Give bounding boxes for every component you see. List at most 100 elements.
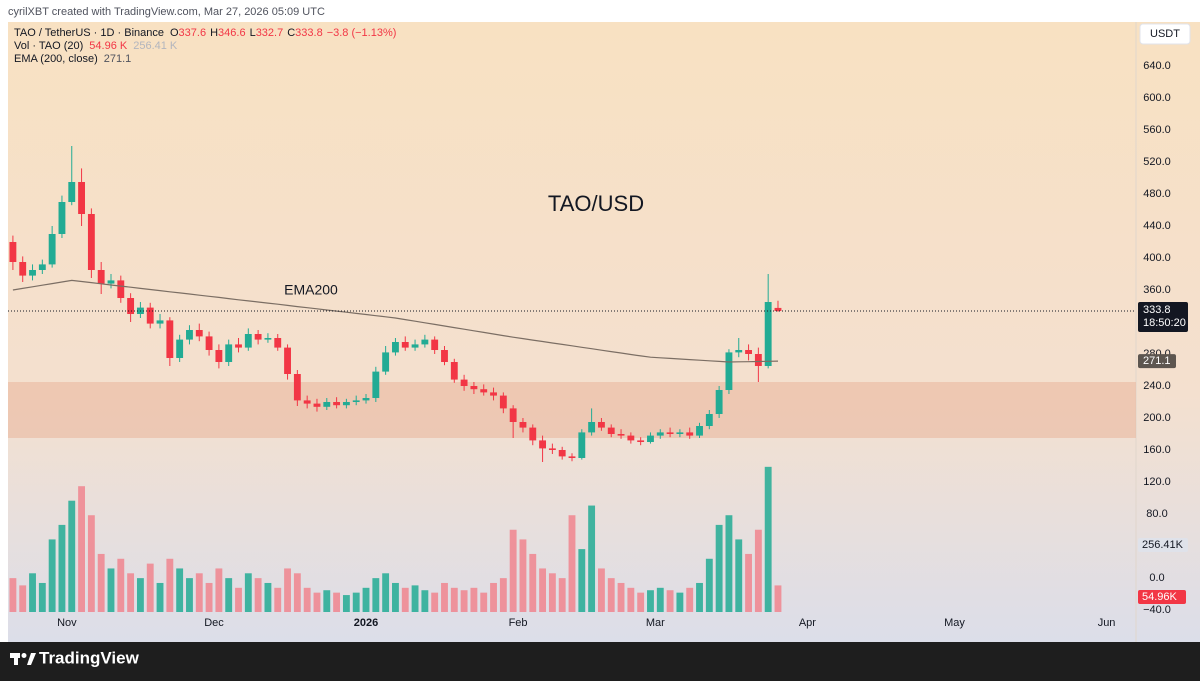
logo-slash xyxy=(27,653,36,665)
currency-button[interactable] xyxy=(1139,23,1191,45)
footer-logo xyxy=(10,653,36,665)
candle-body xyxy=(401,342,409,348)
volume-bar xyxy=(529,553,537,612)
volume-bar xyxy=(558,578,566,612)
candle-body xyxy=(176,339,184,358)
x-tick-label: 2026 xyxy=(354,617,378,629)
candle-body xyxy=(38,264,46,270)
x-tick-label: Apr xyxy=(799,617,816,629)
ema-line xyxy=(12,279,779,363)
volume-bar xyxy=(186,578,193,612)
volume-bar xyxy=(725,515,733,612)
candle-body xyxy=(539,440,547,449)
volume-bar xyxy=(284,568,291,612)
legend-h: H xyxy=(210,27,218,39)
volume-bar xyxy=(274,587,282,612)
candle-body xyxy=(19,262,27,276)
volume-bar xyxy=(313,592,321,612)
volume-bar xyxy=(411,585,419,612)
candle-body xyxy=(676,432,684,434)
volume-bar xyxy=(686,587,694,612)
candle-body xyxy=(284,347,291,374)
candle-body xyxy=(764,302,772,366)
candle-body xyxy=(244,334,252,348)
candle-body xyxy=(48,234,56,265)
x-tick-label: Jun xyxy=(1098,617,1116,629)
volume-bar xyxy=(342,595,350,612)
legend-h-value: 346.6 xyxy=(218,27,246,39)
volume-ma-badge-label: 256.41K xyxy=(1142,539,1184,551)
volume-bar xyxy=(666,590,674,612)
volume-bar xyxy=(146,563,154,612)
candle-body xyxy=(333,402,341,406)
volume-bar xyxy=(127,573,135,612)
currency-label[interactable]: USDT xyxy=(1150,28,1180,40)
volume-bar xyxy=(215,568,223,612)
volume-bar xyxy=(656,587,664,612)
volume-bar xyxy=(205,582,213,612)
volume-bar xyxy=(568,515,576,612)
candle-body xyxy=(274,338,282,348)
volume-bar xyxy=(676,592,684,612)
candle-body xyxy=(627,435,635,441)
candle-body xyxy=(686,432,694,436)
volume-bar xyxy=(715,524,723,612)
candle-body xyxy=(715,390,723,414)
candle-body xyxy=(490,392,497,396)
candle-body xyxy=(431,339,439,350)
volume-bar xyxy=(490,582,497,612)
candle-body xyxy=(127,298,135,314)
volume-bar xyxy=(460,590,468,612)
y-tick-label: 200.0 xyxy=(1143,412,1171,424)
legend-ema-row: EMA (200, close) 271.1 xyxy=(14,53,131,65)
volume-bar xyxy=(176,568,184,612)
candle-body xyxy=(9,242,17,262)
last-price-label: 333.8 xyxy=(1143,304,1171,316)
volume-last-badge-label: 54.96K xyxy=(1142,591,1178,603)
top-bar xyxy=(0,0,1200,22)
candle-body xyxy=(362,398,370,401)
candle-body xyxy=(754,354,762,366)
volume-bar xyxy=(480,592,488,612)
candle-body xyxy=(146,307,154,324)
candle-body xyxy=(705,414,713,426)
candle-body xyxy=(725,352,733,390)
volume-bar xyxy=(774,585,782,612)
candle-body xyxy=(529,427,537,441)
legend-c-value: 333.8 xyxy=(295,27,323,39)
volume-bar xyxy=(166,558,174,612)
candle-body xyxy=(107,280,115,284)
volume-bar xyxy=(617,582,625,612)
volume-bar xyxy=(499,578,507,612)
candle-body xyxy=(441,350,448,362)
candle-body xyxy=(117,280,125,298)
candle-body xyxy=(568,456,576,458)
legend-c: C xyxy=(287,27,295,39)
candle-body xyxy=(352,400,360,402)
volume-bar xyxy=(441,582,448,612)
x-tick-label: Nov xyxy=(57,617,77,629)
volume-bar xyxy=(450,587,458,612)
y-tick-label: 640.0 xyxy=(1143,60,1171,72)
y-tick-label: 560.0 xyxy=(1143,124,1171,136)
volume-bar xyxy=(539,568,547,612)
legend-l: L xyxy=(250,27,256,39)
candle-body xyxy=(450,362,458,380)
volume-bar xyxy=(470,587,478,612)
logo-dot xyxy=(21,653,27,658)
volume-bar xyxy=(68,500,76,612)
volume-bar xyxy=(38,582,46,612)
y-tick-label: 160.0 xyxy=(1143,444,1171,456)
volume-bar xyxy=(195,573,203,612)
volume-bar xyxy=(637,592,645,612)
candle-body xyxy=(470,386,478,390)
volume-bar xyxy=(372,578,380,612)
candle-body xyxy=(509,408,517,422)
x-tick-label: Feb xyxy=(509,617,528,629)
volume-bar xyxy=(87,515,95,612)
chart-annotation-title: TAO/USD xyxy=(548,191,644,216)
y-tick-label: 360.0 xyxy=(1143,284,1171,296)
candle-body xyxy=(313,403,321,407)
candle-body xyxy=(264,338,272,340)
candle-body xyxy=(460,379,468,386)
